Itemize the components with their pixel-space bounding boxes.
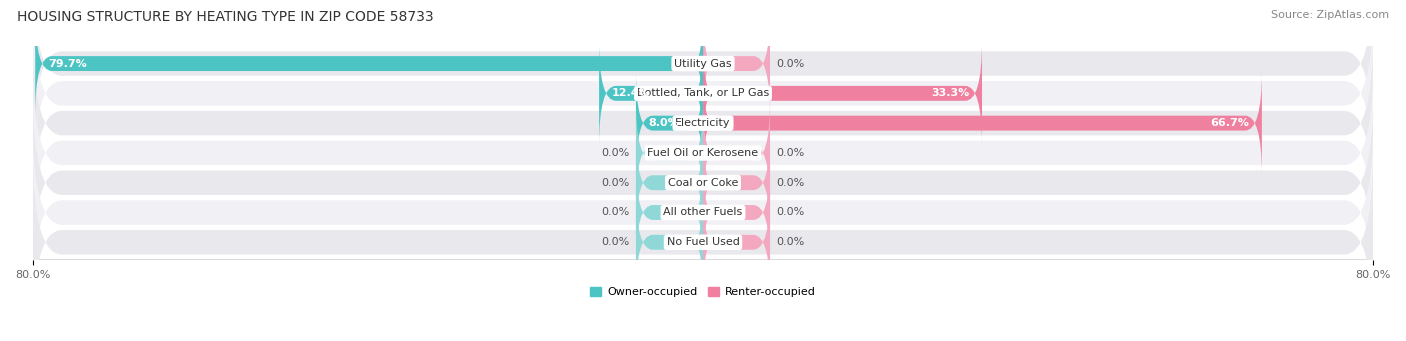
Text: 0.0%: 0.0% [600, 178, 630, 188]
Text: 0.0%: 0.0% [600, 207, 630, 218]
Text: Fuel Oil or Kerosene: Fuel Oil or Kerosene [647, 148, 759, 158]
FancyBboxPatch shape [703, 131, 770, 235]
FancyBboxPatch shape [32, 31, 1374, 215]
FancyBboxPatch shape [703, 12, 770, 116]
FancyBboxPatch shape [636, 190, 703, 294]
Text: Source: ZipAtlas.com: Source: ZipAtlas.com [1271, 10, 1389, 20]
Text: Bottled, Tank, or LP Gas: Bottled, Tank, or LP Gas [637, 88, 769, 98]
FancyBboxPatch shape [703, 71, 1261, 175]
Text: All other Fuels: All other Fuels [664, 207, 742, 218]
FancyBboxPatch shape [703, 101, 770, 205]
Text: Coal or Coke: Coal or Coke [668, 178, 738, 188]
FancyBboxPatch shape [636, 101, 703, 205]
FancyBboxPatch shape [32, 0, 1374, 155]
FancyBboxPatch shape [636, 71, 703, 175]
Text: 12.4%: 12.4% [612, 88, 651, 98]
FancyBboxPatch shape [636, 160, 703, 265]
FancyBboxPatch shape [599, 41, 703, 146]
Text: No Fuel Used: No Fuel Used [666, 237, 740, 247]
FancyBboxPatch shape [703, 160, 770, 265]
Text: HOUSING STRUCTURE BY HEATING TYPE IN ZIP CODE 58733: HOUSING STRUCTURE BY HEATING TYPE IN ZIP… [17, 10, 433, 24]
Text: 66.7%: 66.7% [1211, 118, 1250, 128]
FancyBboxPatch shape [703, 41, 981, 146]
Text: 33.3%: 33.3% [931, 88, 970, 98]
Text: 0.0%: 0.0% [600, 148, 630, 158]
Text: 0.0%: 0.0% [776, 148, 806, 158]
Text: 0.0%: 0.0% [600, 237, 630, 247]
FancyBboxPatch shape [636, 131, 703, 235]
FancyBboxPatch shape [703, 190, 770, 294]
FancyBboxPatch shape [32, 120, 1374, 305]
Text: 8.0%: 8.0% [648, 118, 679, 128]
FancyBboxPatch shape [32, 1, 1374, 186]
FancyBboxPatch shape [32, 150, 1374, 334]
FancyBboxPatch shape [35, 12, 703, 116]
Text: 0.0%: 0.0% [776, 178, 806, 188]
Text: Electricity: Electricity [675, 118, 731, 128]
Legend: Owner-occupied, Renter-occupied: Owner-occupied, Renter-occupied [586, 282, 820, 302]
Text: Utility Gas: Utility Gas [675, 59, 731, 69]
Text: 0.0%: 0.0% [776, 207, 806, 218]
FancyBboxPatch shape [32, 91, 1374, 275]
FancyBboxPatch shape [32, 61, 1374, 245]
Text: 79.7%: 79.7% [48, 59, 87, 69]
Text: 0.0%: 0.0% [776, 237, 806, 247]
Text: 0.0%: 0.0% [776, 59, 806, 69]
